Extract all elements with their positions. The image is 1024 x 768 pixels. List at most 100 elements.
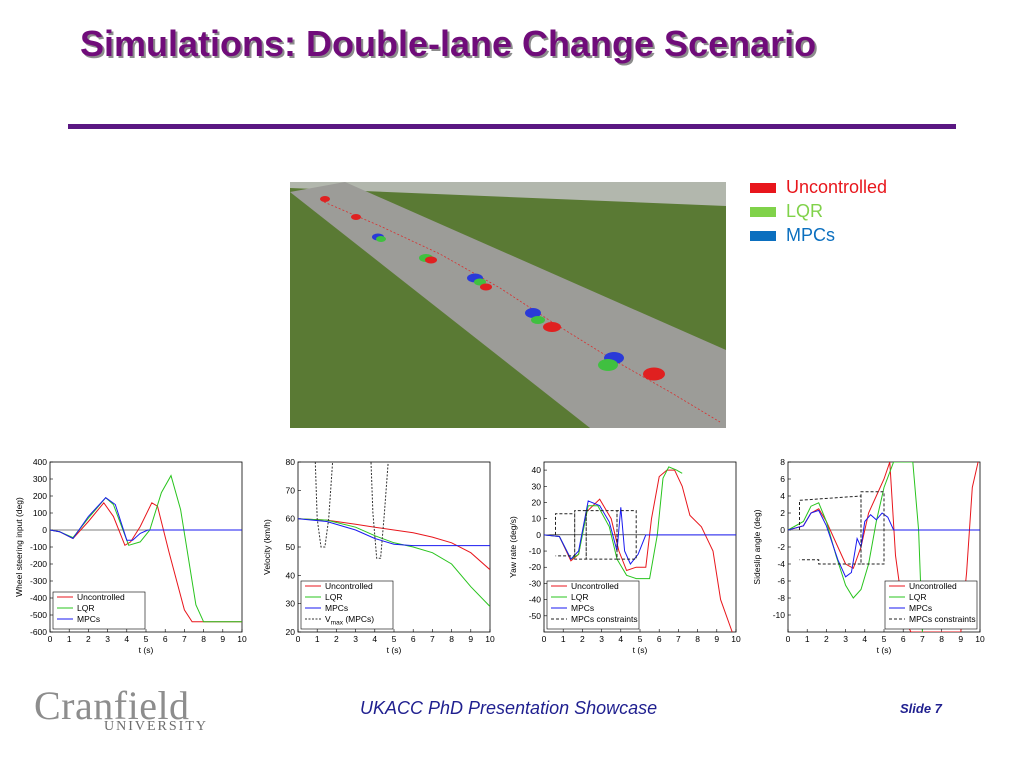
- y-tick-label: -10: [773, 610, 786, 620]
- series-line-0: [50, 501, 242, 623]
- y-tick-label: 40: [286, 570, 296, 580]
- plot-series-group: [544, 466, 736, 632]
- y-tick-label: 30: [286, 599, 296, 609]
- y-tick-label: 400: [33, 457, 47, 467]
- y-tick-label: 10: [532, 514, 542, 524]
- legend-entry-label: LQR: [325, 592, 342, 602]
- legend-entry-label: Uncontrolled: [571, 581, 619, 591]
- cranfield-logo: Cranfield UNIVERSITY: [34, 682, 234, 738]
- slide-title: Simulations: Double-lane Change Scenario: [80, 23, 817, 64]
- x-tick-label: 9: [468, 634, 473, 644]
- x-tick-label: 10: [731, 634, 741, 644]
- x-tick-label: 4: [618, 634, 623, 644]
- y-axis-label: Sideslip angle (deg): [752, 509, 762, 584]
- scene-legend: Uncontrolled LQR MPCs: [750, 177, 950, 250]
- legend-item-lqr: LQR: [750, 201, 950, 226]
- slide-number: Slide 7: [900, 701, 942, 716]
- series-line-2: [50, 497, 242, 541]
- legend-entry-label: LQR: [77, 603, 94, 613]
- plot-yaw-rate: 0 1 2 3 4 5 6 7 8 9 10 -50 -40 -30 -20 -10 0 10 20 30 40 t (s…: [504, 456, 754, 662]
- y-tick-label: -600: [30, 627, 47, 637]
- plot-legend-box: [884, 580, 978, 630]
- y-tick-label: -100: [30, 542, 47, 552]
- y-tick-label: 0: [42, 525, 47, 535]
- y-tick-label: 70: [286, 485, 296, 495]
- legend-swatch: [750, 231, 776, 241]
- legend-label: MPCs: [786, 225, 835, 245]
- x-tick-label: 4: [372, 634, 377, 644]
- x-tick-label: 2: [334, 634, 339, 644]
- plot-steering-input: 0 1 2 3 4 5 6 7 8 9 10 -600 -500 -400 -300 -200 -100 0 100…: [10, 456, 260, 662]
- title-divider: [68, 124, 956, 129]
- x-axis-label: t (s): [387, 645, 402, 655]
- y-tick-label: -40: [529, 595, 542, 605]
- y-tick-label: -6: [777, 576, 785, 586]
- x-tick-label: 0: [48, 634, 53, 644]
- x-tick-label: 0: [786, 634, 791, 644]
- y-tick-label: 60: [286, 514, 296, 524]
- legend-entry-label: Uncontrolled: [325, 581, 373, 591]
- x-tick-label: 0: [296, 634, 301, 644]
- plot-series-group: [50, 474, 242, 623]
- x-tick-label: 5: [144, 634, 149, 644]
- plot-legend-box: [300, 580, 394, 630]
- x-tick-label: 2: [824, 634, 829, 644]
- x-tick-label: 6: [411, 634, 416, 644]
- legend-entry-label: MPCs: [909, 603, 932, 613]
- x-tick-label: 7: [182, 634, 187, 644]
- y-tick-label: 100: [33, 508, 47, 518]
- footer-caption: UKACC PhD Presentation Showcase: [360, 698, 658, 718]
- x-axis-label: t (s): [139, 645, 154, 655]
- x-tick-label: 3: [105, 634, 110, 644]
- y-axis-label: Velocity (km/h): [262, 519, 272, 575]
- x-tick-label: 5: [392, 634, 397, 644]
- series-line-3: [799, 491, 885, 565]
- x-tick-label: 10: [485, 634, 495, 644]
- series-line-1: [544, 466, 683, 580]
- series-line-1: [788, 462, 923, 632]
- logo-subtitle: UNIVERSITY: [104, 719, 208, 734]
- y-tick-label: -8: [777, 593, 785, 603]
- plot-velocity: 0 1 2 3 4 5 6 7 8 9 10 20 30 40 50 60 70 80 t (s) Velocity …: [258, 456, 508, 662]
- x-tick-label: 2: [86, 634, 91, 644]
- y-tick-label: 4: [780, 491, 785, 501]
- x-tick-label: 9: [714, 634, 719, 644]
- plot-series-group: [298, 462, 490, 607]
- legend-entry-label: MPCs constraints: [571, 614, 638, 624]
- x-tick-label: 7: [920, 634, 925, 644]
- plot-legend-box: [52, 591, 146, 630]
- x-tick-label: 1: [561, 634, 566, 644]
- x-tick-label: 7: [430, 634, 435, 644]
- legend-item-uncontrolled: Uncontrolled: [750, 177, 950, 202]
- y-tick-label: 0: [536, 530, 541, 540]
- x-tick-label: 8: [695, 634, 700, 644]
- legend-swatch: [750, 207, 776, 217]
- legend-label: LQR: [786, 201, 824, 221]
- y-tick-label: -500: [30, 610, 47, 620]
- y-tick-label: -2: [777, 542, 785, 552]
- legend-entry-label: Uncontrolled: [909, 581, 957, 591]
- x-tick-label: 4: [862, 634, 867, 644]
- y-tick-label: 20: [286, 627, 296, 637]
- legend-label: Uncontrolled: [786, 177, 888, 197]
- y-tick-label: 80: [286, 457, 296, 467]
- x-tick-label: 3: [843, 634, 848, 644]
- plot-legend-box: [546, 580, 640, 630]
- x-tick-label: 1: [315, 634, 320, 644]
- y-axis-label: Wheel steering input (deg): [14, 497, 24, 597]
- y-tick-label: -10: [529, 546, 542, 556]
- x-tick-label: 2: [580, 634, 585, 644]
- y-tick-label: 30: [532, 481, 542, 491]
- x-tick-label: 9: [220, 634, 225, 644]
- x-tick-label: 3: [599, 634, 604, 644]
- legend-entry-label: MPCs constraints: [909, 614, 976, 624]
- y-tick-label: 2: [780, 508, 785, 518]
- legend-entry-label: MPCs: [325, 603, 348, 613]
- y-tick-label: 6: [780, 474, 785, 484]
- y-tick-label: 8: [780, 457, 785, 467]
- x-tick-label: 6: [901, 634, 906, 644]
- y-tick-label: 300: [33, 474, 47, 484]
- y-tick-label: -400: [30, 593, 47, 603]
- car-simulation-image: [290, 182, 726, 428]
- series-line-0: [788, 462, 979, 632]
